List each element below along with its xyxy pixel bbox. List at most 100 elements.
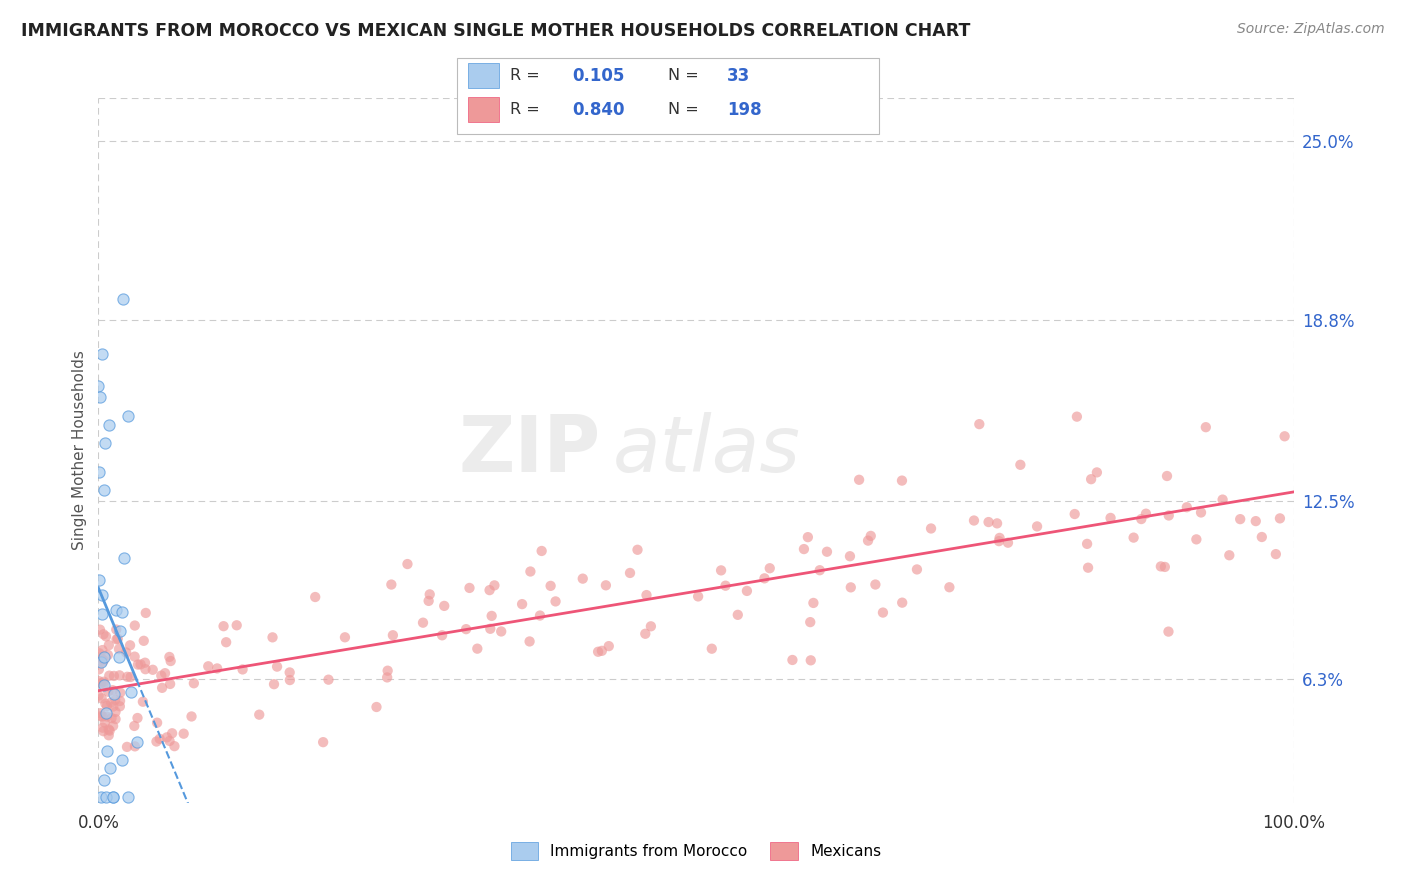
Point [714, 579, 737, 593]
Point [94, 629, 117, 643]
Point [1076, 537, 1098, 551]
Point [519, 565, 541, 579]
Point [1268, 511, 1291, 525]
Point [891, 474, 914, 488]
Point [977, 515, 1000, 529]
Point [640, 619, 662, 633]
Point [278, 665, 301, 680]
Point [90, 652, 112, 666]
Text: N =: N = [668, 103, 704, 117]
Point [619, 566, 641, 580]
Point [93, 627, 115, 641]
Point [366, 700, 388, 714]
Point [91, 643, 114, 657]
Point [89, 623, 111, 637]
Point [377, 664, 399, 678]
Point [107, 632, 129, 646]
Point [91, 721, 114, 735]
Point [134, 662, 156, 676]
Point [1153, 560, 1175, 574]
Point [1189, 506, 1212, 520]
Point [381, 628, 404, 642]
Point [938, 580, 960, 594]
Point [1099, 511, 1122, 525]
Point [634, 626, 657, 640]
Point [1063, 507, 1085, 521]
Point [595, 578, 617, 592]
Point [688, 590, 710, 604]
Point [754, 571, 776, 585]
Point [735, 583, 758, 598]
Point [799, 615, 821, 629]
Point [135, 606, 157, 620]
Point [90, 347, 112, 361]
Point [93, 650, 115, 665]
Text: 0.840: 0.840 [572, 101, 624, 119]
Point [90, 676, 112, 690]
Point [173, 727, 195, 741]
Point [87, 662, 110, 676]
Y-axis label: Single Mother Households: Single Mother Households [72, 351, 87, 550]
Point [150, 668, 173, 682]
Point [318, 673, 340, 687]
Point [157, 650, 180, 665]
Point [430, 628, 453, 642]
Point [103, 699, 125, 714]
Point [458, 581, 481, 595]
Point [105, 632, 128, 647]
Point [117, 409, 139, 423]
Point [91, 588, 114, 602]
Point [87, 674, 110, 689]
Point [104, 712, 127, 726]
Point [110, 624, 132, 639]
Point [727, 607, 749, 622]
Point [1066, 409, 1088, 424]
Point [859, 529, 882, 543]
Point [1085, 466, 1108, 480]
Point [90, 790, 112, 805]
Point [987, 534, 1010, 549]
Point [865, 577, 887, 591]
Point [304, 590, 326, 604]
Point [159, 677, 181, 691]
Point [839, 549, 862, 564]
Point [91, 709, 114, 723]
Point [120, 638, 142, 652]
Point [93, 676, 115, 690]
Point [997, 535, 1019, 549]
Point [1244, 514, 1267, 528]
Point [375, 670, 398, 684]
Point [91, 607, 114, 621]
Point [1195, 420, 1218, 434]
Point [180, 709, 202, 723]
Point [94, 715, 117, 730]
Point [93, 653, 115, 667]
Point [247, 707, 270, 722]
Point [1212, 492, 1234, 507]
Point [1130, 512, 1153, 526]
Point [98, 668, 121, 682]
Point [333, 630, 356, 644]
Point [134, 656, 156, 670]
Point [808, 563, 831, 577]
Point [101, 719, 124, 733]
Point [105, 603, 128, 617]
Point [478, 583, 501, 598]
Point [456, 622, 478, 636]
Point [1156, 469, 1178, 483]
Point [103, 669, 125, 683]
Point [94, 436, 117, 450]
Point [163, 739, 186, 754]
Point [124, 618, 146, 632]
Point [159, 734, 181, 748]
Point [98, 723, 121, 738]
Point [700, 641, 723, 656]
Point [124, 739, 146, 754]
Point [626, 542, 648, 557]
Text: 0.105: 0.105 [572, 67, 624, 85]
Text: R =: R = [510, 103, 546, 117]
Point [153, 666, 176, 681]
Point [544, 594, 567, 608]
Point [132, 633, 155, 648]
Point [1250, 530, 1272, 544]
